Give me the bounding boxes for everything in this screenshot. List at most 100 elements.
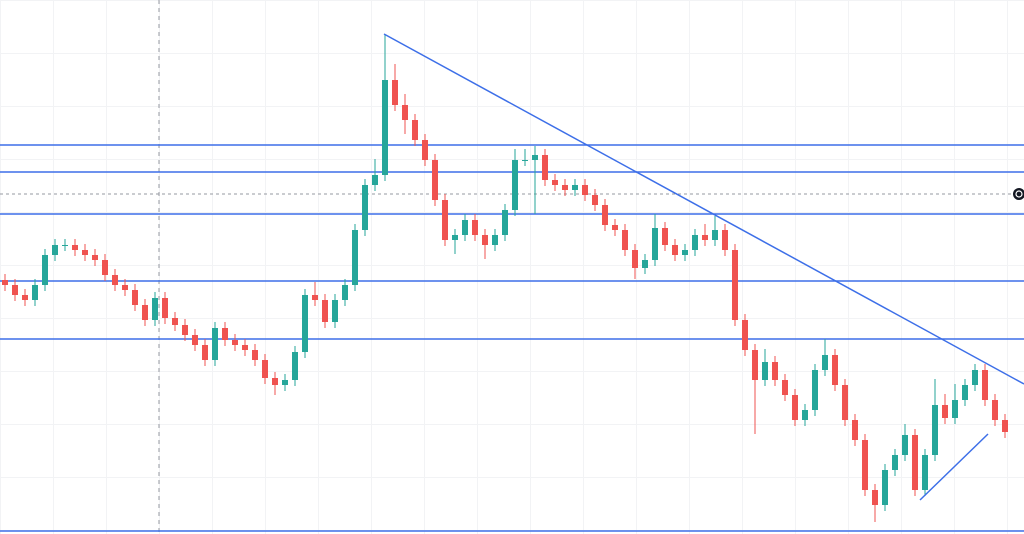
candle-body	[362, 185, 368, 230]
trend-line	[919, 433, 989, 501]
candle-body	[322, 300, 328, 322]
candle-body	[142, 305, 148, 320]
price-icon-ring	[1015, 190, 1023, 198]
candle-body	[552, 180, 558, 185]
candle-body	[412, 120, 418, 140]
candle-body	[22, 295, 28, 300]
candle-body	[752, 350, 758, 380]
candle-body	[1002, 420, 1008, 432]
candle-body	[512, 160, 518, 210]
candle-body	[532, 155, 538, 160]
candle-body	[372, 175, 378, 185]
plot	[0, 33, 1024, 532]
candle-body	[122, 285, 128, 290]
candle-body	[402, 105, 408, 120]
candle-body	[222, 328, 228, 340]
candle-body	[562, 185, 568, 190]
candle-body	[842, 385, 848, 420]
candle-body	[772, 362, 778, 380]
candle-body	[672, 245, 678, 255]
candle-body	[792, 395, 798, 420]
candle-body	[182, 325, 188, 335]
candle-body	[632, 250, 638, 268]
candle-body	[102, 260, 108, 275]
candle-body	[682, 250, 688, 255]
candle-body	[92, 255, 98, 260]
candle-body	[2, 280, 8, 285]
candle-body	[352, 230, 358, 285]
candle-body	[712, 230, 718, 240]
candle-body	[302, 295, 308, 352]
candle-body	[292, 352, 298, 380]
candle-body	[172, 318, 178, 325]
candle-body	[82, 250, 88, 255]
candle-body	[462, 220, 468, 235]
candle-body	[542, 155, 548, 180]
candle-body	[252, 350, 258, 360]
candle-body	[802, 410, 808, 420]
candle-body	[852, 420, 858, 440]
candle-body	[722, 230, 728, 250]
candle-body	[862, 440, 868, 490]
candle-body	[282, 380, 288, 385]
candle-body	[912, 435, 918, 490]
candle-body	[72, 245, 78, 250]
candle-body	[232, 340, 238, 345]
candle-body	[922, 455, 928, 490]
candle-body	[492, 235, 498, 245]
candle-body	[992, 400, 998, 420]
candle-body	[942, 405, 948, 418]
candle-body	[882, 470, 888, 505]
candle-body	[152, 298, 158, 320]
candle-body	[482, 235, 488, 245]
candle-body	[812, 370, 818, 410]
candle-body	[442, 200, 448, 240]
candle-body	[522, 160, 528, 161]
candle-body	[702, 235, 708, 240]
candle-body	[762, 362, 768, 380]
candle-body	[192, 335, 198, 345]
candle-body	[972, 370, 978, 385]
candle-body	[502, 210, 508, 235]
candle-body	[622, 230, 628, 250]
candle-body	[832, 355, 838, 385]
candle-body	[32, 285, 38, 300]
candle-body	[382, 80, 388, 175]
price-icon[interactable]	[1013, 188, 1024, 200]
candle-body	[692, 235, 698, 250]
candle-body	[312, 295, 318, 300]
candle-body	[262, 360, 268, 378]
candle-body	[112, 275, 118, 285]
candle-body	[642, 260, 648, 268]
candle-body	[952, 400, 958, 418]
candle-body	[432, 160, 438, 200]
candle-body	[742, 320, 748, 350]
candle-body	[272, 378, 278, 385]
candle-body	[782, 380, 788, 395]
candle-body	[732, 250, 738, 320]
candle-body	[472, 220, 478, 235]
candle-body	[872, 490, 878, 505]
candle-body	[332, 300, 338, 322]
candle-body	[392, 80, 398, 105]
candle-body	[612, 225, 618, 230]
trend-line	[383, 33, 1024, 385]
candle-body	[902, 435, 908, 455]
candle-body	[452, 235, 458, 240]
candle-body	[822, 355, 828, 370]
candle-body	[592, 195, 598, 205]
candle-body	[202, 345, 208, 360]
candle-body	[242, 345, 248, 350]
candle-body	[932, 405, 938, 455]
candle-body	[662, 228, 668, 245]
candle-body	[582, 185, 588, 195]
candle-body	[12, 285, 18, 295]
candle-body	[42, 255, 48, 285]
candle-body	[652, 228, 658, 260]
candle-body	[342, 285, 348, 300]
candle-body	[982, 370, 988, 400]
candle-body	[132, 290, 138, 305]
candle-body	[212, 328, 218, 360]
